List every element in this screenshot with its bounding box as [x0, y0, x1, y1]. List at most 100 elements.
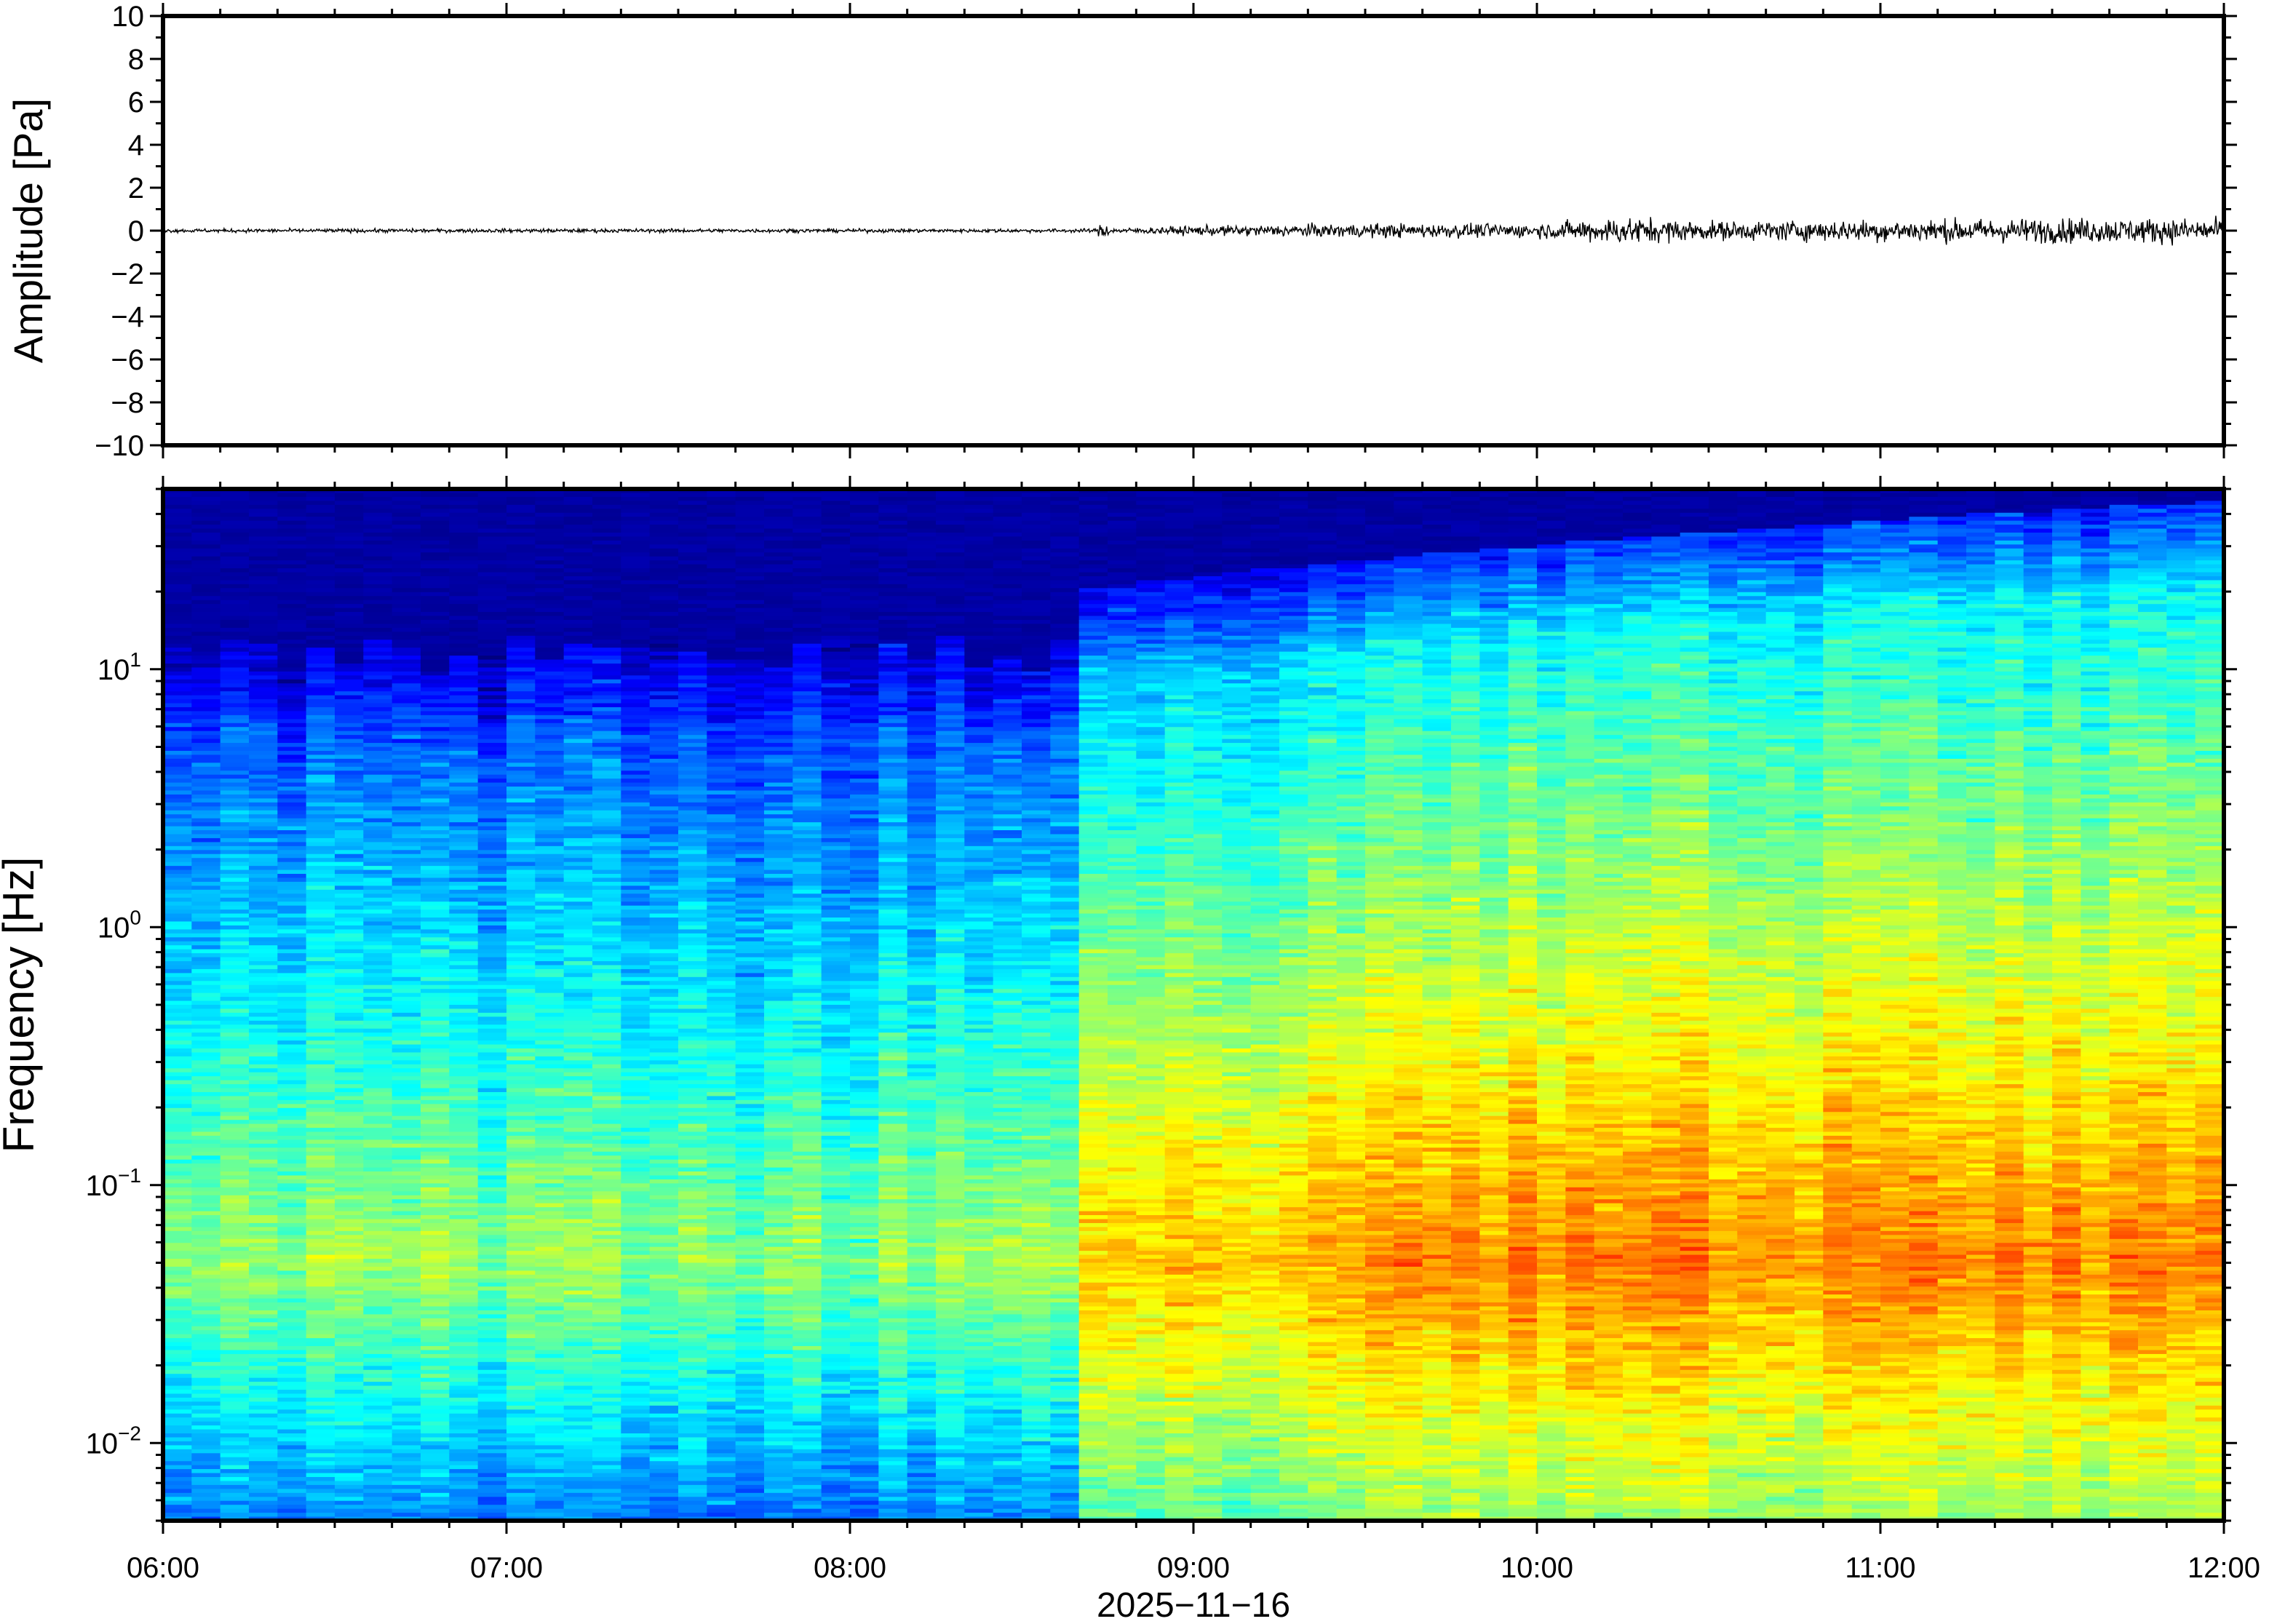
- spectrogram-cell: [449, 881, 479, 886]
- spectrogram-cell: [678, 1457, 707, 1462]
- spectrogram-cell: [649, 1481, 679, 1486]
- spectrogram-cell: [649, 1508, 679, 1513]
- spectrogram-cell: [421, 755, 450, 760]
- spectrogram-cell: [506, 1513, 536, 1518]
- spectrogram-cell: [163, 957, 192, 962]
- spectrogram-cell: [535, 540, 565, 545]
- spectrogram-cell: [220, 1453, 250, 1458]
- spectrogram-cell: [163, 699, 192, 704]
- spectrogram-cell: [421, 1052, 450, 1057]
- spectrogram-cell: [392, 1393, 421, 1398]
- spectrogram-cell: [563, 1500, 593, 1505]
- spectrogram-cell: [191, 624, 221, 629]
- spectrogram-cell: [335, 735, 364, 740]
- spectrogram-cell: [421, 1377, 450, 1382]
- spectrogram-cell: [621, 842, 651, 847]
- spectrogram-cell: [506, 1266, 536, 1271]
- spectrogram-cell: [592, 953, 621, 958]
- spectrogram-cell: [678, 1449, 707, 1454]
- spectrogram-cell: [621, 885, 651, 891]
- spectrogram-cell: [449, 667, 479, 672]
- spectrogram-cell: [563, 1147, 593, 1153]
- spectrogram-cell: [506, 1008, 536, 1014]
- spectrogram-cell: [649, 1374, 679, 1379]
- spectrogram-cell: [220, 540, 250, 545]
- spectrogram-cell: [421, 548, 450, 553]
- spectrogram-cell: [220, 981, 250, 986]
- spectrogram-cell: [335, 525, 364, 530]
- spectrogram-cell: [678, 1005, 707, 1010]
- spectrogram-cell: [306, 802, 335, 807]
- spectrogram-cell: [363, 874, 393, 879]
- spectrogram-cell: [191, 1219, 221, 1224]
- spectrogram-cell: [277, 1477, 307, 1482]
- spectrogram-cell: [335, 1107, 364, 1112]
- spectrogram-cell: [506, 731, 536, 736]
- spectrogram-cell: [621, 1342, 651, 1347]
- spectrogram-cell: [707, 596, 736, 601]
- spectrogram-cell: [191, 1334, 221, 1339]
- spectrogram-cell: [249, 997, 278, 1002]
- spectrogram-cell: [220, 1465, 250, 1470]
- spectrogram-cell: [277, 921, 307, 926]
- spectrogram-cell: [335, 1465, 364, 1470]
- spectrogram-cell: [392, 1469, 421, 1474]
- spectrogram-cell: [449, 837, 479, 843]
- spectrogram-cell: [592, 1497, 621, 1502]
- spectrogram-cell: [277, 1215, 307, 1220]
- spectrogram-cell: [563, 1135, 593, 1141]
- spectrogram-cell: [220, 1008, 250, 1014]
- spectrogram-cell: [363, 1330, 393, 1335]
- spectrogram-cell: [363, 1016, 393, 1022]
- spectrogram-cell: [277, 1080, 307, 1085]
- spectrogram-cell: [649, 1123, 679, 1129]
- spectrogram-cell: [449, 1139, 479, 1145]
- spectrogram-cell: [163, 556, 192, 561]
- spectrogram-cell: [449, 1036, 479, 1041]
- spectrogram-cell: [220, 532, 250, 538]
- spectrogram-cell: [649, 774, 679, 779]
- spectrogram-cell: [335, 699, 364, 704]
- spectrogram-cell: [363, 1120, 393, 1125]
- spectrogram-cell: [335, 706, 364, 712]
- spectrogram-cell: [363, 540, 393, 545]
- spectrogram-cell: [249, 1377, 278, 1382]
- spectrogram-cell: [477, 1096, 507, 1101]
- spectrogram-cell: [392, 608, 421, 613]
- spectrogram-cell: [506, 640, 536, 645]
- spectrogram-cell: [563, 1338, 593, 1343]
- spectrogram-cell: [506, 1020, 536, 1025]
- spectrogram-cell: [335, 1262, 364, 1267]
- spectrogram-cell: [306, 584, 335, 589]
- spectrogram-cell: [191, 544, 221, 549]
- spectrogram-cell: [220, 1005, 250, 1010]
- spectrogram-cell: [421, 723, 450, 728]
- spectrogram-cell: [335, 893, 364, 899]
- spectrogram-cell: [707, 520, 736, 525]
- spectrogram-cell: [592, 814, 621, 819]
- spectrogram-cell: [421, 596, 450, 601]
- spectrogram-cell: [191, 747, 221, 752]
- spectrogram-cell: [506, 711, 536, 716]
- spectrogram-cell: [449, 1143, 479, 1148]
- spectrogram-cell: [621, 1500, 651, 1505]
- spectrogram-cell: [277, 1322, 307, 1327]
- spectrogram-cell: [306, 901, 335, 907]
- spectrogram-cell: [421, 1385, 450, 1390]
- spectrogram-cell: [592, 1064, 621, 1069]
- spectrogram-cell: [421, 1199, 450, 1204]
- waveform-series-line: [162, 215, 2225, 246]
- spectrogram-cell: [506, 1314, 536, 1319]
- spectrogram-cell: [392, 1219, 421, 1224]
- spectrogram-cell: [621, 897, 651, 902]
- spectrogram-cell: [249, 520, 278, 525]
- spectrogram-cell: [277, 1437, 307, 1442]
- spectrogram-cell: [306, 1421, 335, 1426]
- spectrogram-cell: [621, 584, 651, 589]
- spectrogram-cell: [277, 643, 307, 648]
- spectrogram-cell: [421, 763, 450, 768]
- spectrogram-cell: [191, 984, 221, 990]
- spectrogram-cell: [621, 1088, 651, 1093]
- spectrogram-cell: [249, 1155, 278, 1161]
- spectrogram-cell: [191, 901, 221, 907]
